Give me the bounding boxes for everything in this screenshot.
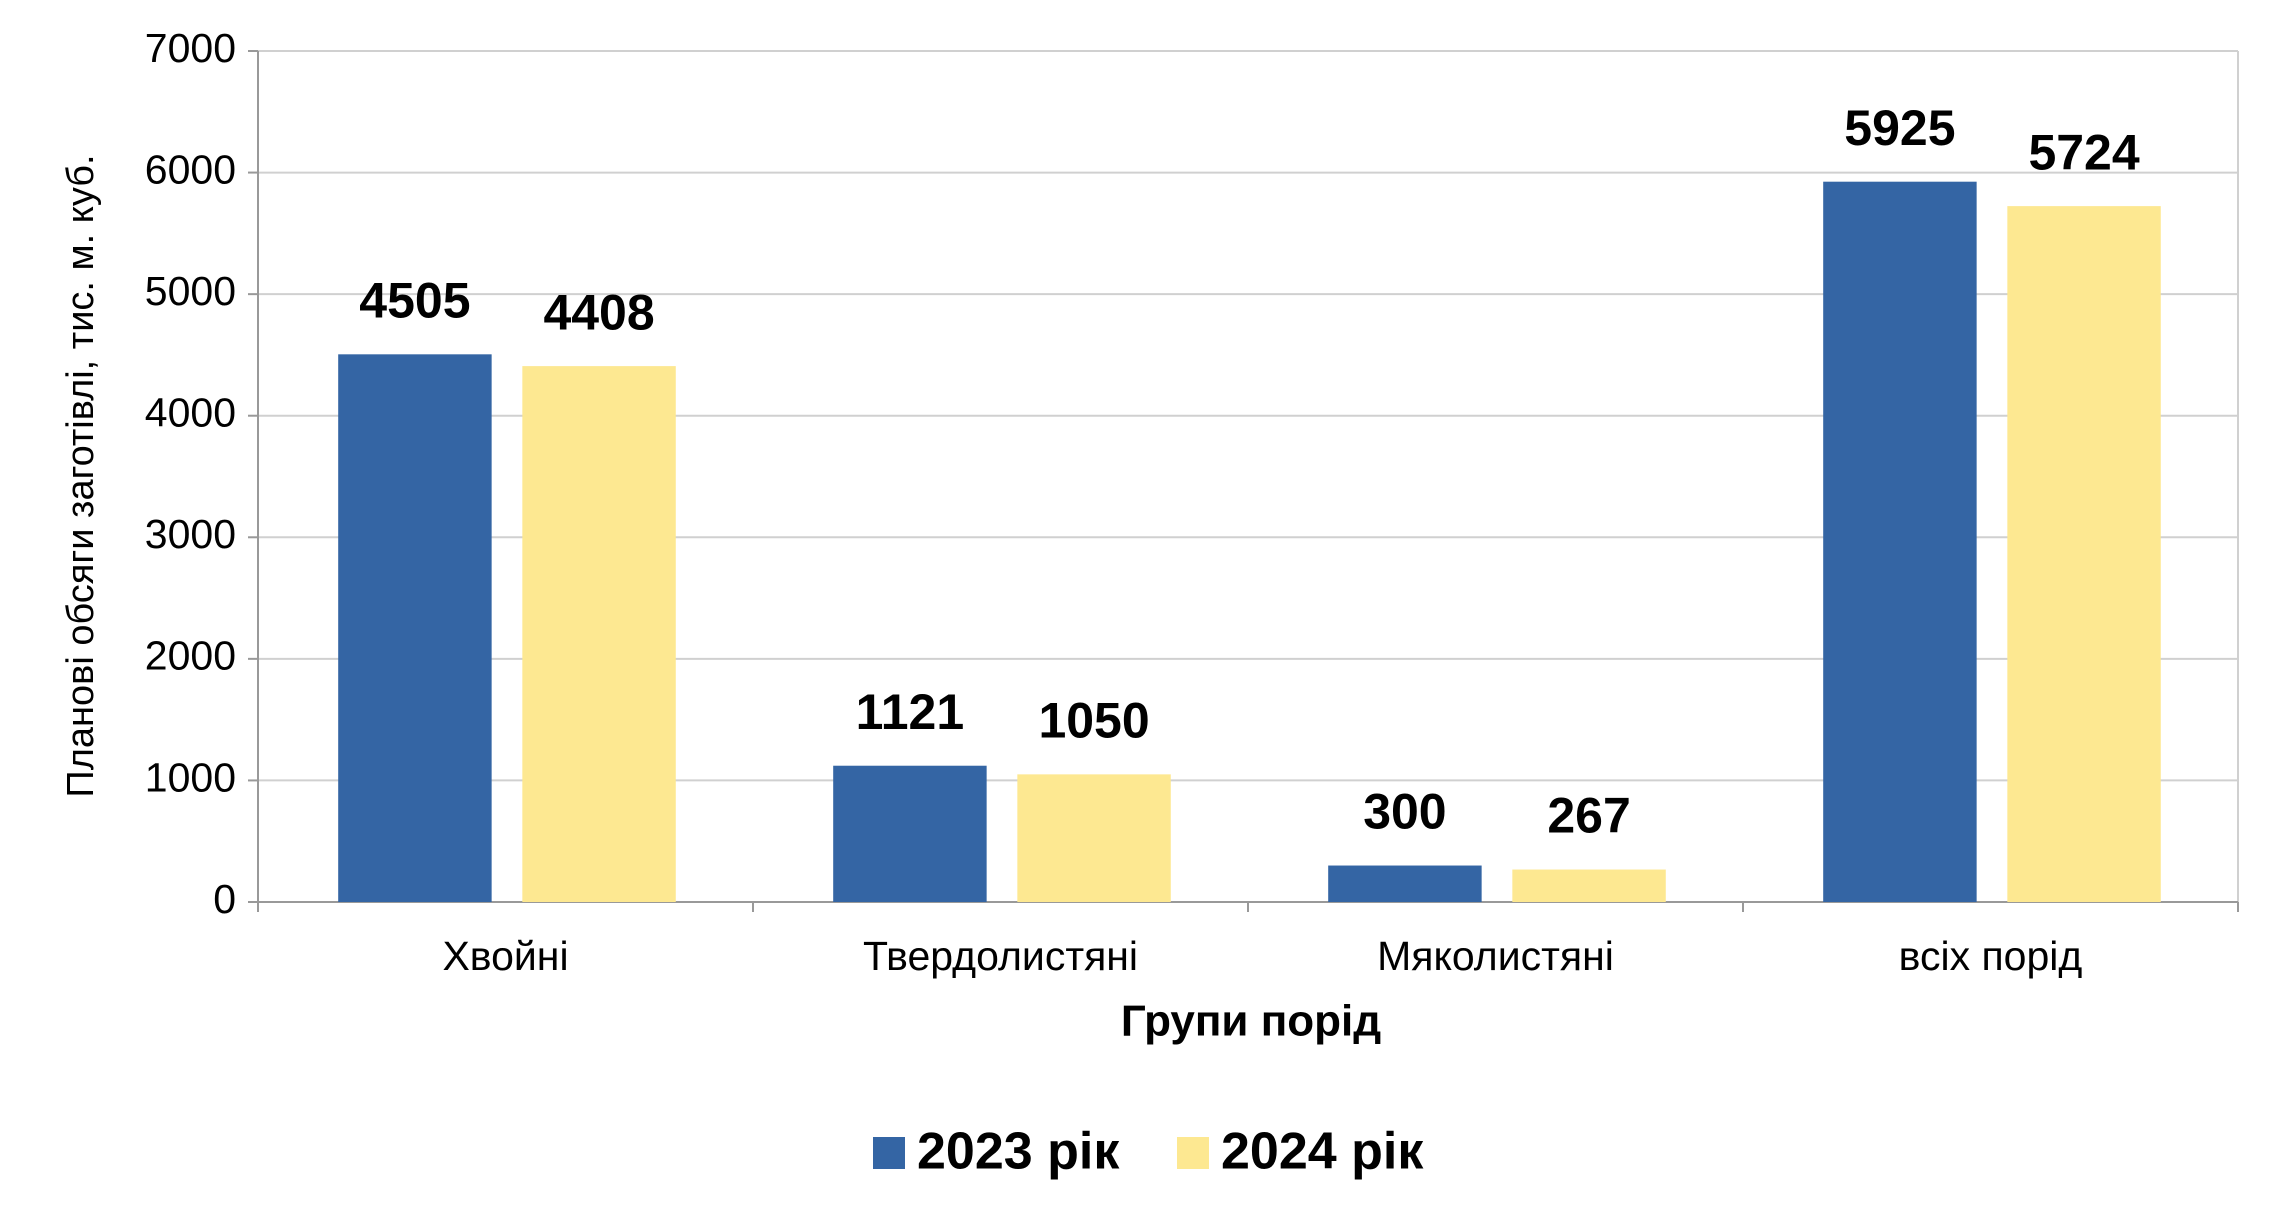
y-tick-label: 6000	[145, 146, 236, 192]
legend-label: 2023 рік	[917, 1123, 1120, 1181]
data-label: 4505	[359, 273, 470, 329]
data-label: 5724	[2028, 124, 2139, 180]
legend-swatch	[1177, 1137, 1209, 1169]
data-label: 1050	[1038, 693, 1149, 749]
x-tick-label: Хвойні	[442, 933, 568, 979]
y-tick-label: 3000	[145, 511, 236, 557]
data-label: 267	[1547, 788, 1630, 844]
data-label: 300	[1363, 784, 1446, 840]
data-label: 1121	[856, 684, 964, 740]
x-tick-label: Мяколистяні	[1377, 933, 1614, 979]
bar	[2007, 206, 2161, 903]
x-axis-title: Групи порід	[1121, 997, 1381, 1046]
y-tick-label: 7000	[145, 25, 236, 71]
bar	[1512, 869, 1666, 902]
data-label: 4408	[543, 284, 654, 340]
bar	[833, 765, 987, 902]
y-tick-label: 2000	[145, 633, 236, 679]
bar	[1823, 181, 1977, 903]
y-tick-label: 1000	[145, 754, 236, 800]
legend-label: 2024 рік	[1221, 1123, 1424, 1181]
y-axis-title: Планові обсяги заготівлі, тис. м. куб.	[60, 154, 102, 797]
bar	[522, 366, 676, 902]
bar	[338, 354, 492, 903]
bar	[1017, 774, 1171, 902]
y-tick-label: 0	[213, 876, 236, 922]
bar	[1328, 865, 1482, 902]
legend-swatch	[873, 1137, 905, 1169]
y-tick-label: 5000	[145, 268, 236, 314]
x-tick-label: Твердолистяні	[863, 933, 1138, 979]
y-tick-label: 4000	[145, 390, 236, 436]
data-label: 5925	[1844, 100, 1955, 156]
x-tick-label: всіх порід	[1899, 933, 2083, 979]
